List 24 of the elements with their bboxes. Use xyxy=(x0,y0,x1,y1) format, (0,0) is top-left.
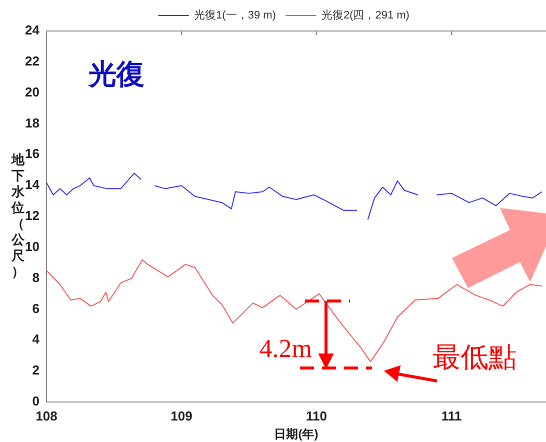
y-tick-label: 24 xyxy=(24,22,40,38)
x-tick-label: 111 xyxy=(441,408,462,424)
y-tick-label: 0 xyxy=(32,394,40,409)
y-tick-label: 8 xyxy=(32,270,40,285)
x-tick-label: 110 xyxy=(306,408,327,424)
annotation: 光復 xyxy=(86,58,144,90)
y-tick-label: 14 xyxy=(24,177,40,192)
x-axis-title: 日期(年) xyxy=(274,427,318,442)
y-tick-label: 16 xyxy=(24,146,40,162)
x-tick-label: 108 xyxy=(36,408,58,424)
y-tick-label: 18 xyxy=(24,115,40,130)
y-axis-title: 地下水位（公尺） xyxy=(10,152,26,280)
y-tick-label: 20 xyxy=(24,84,40,100)
legend-label: 光復1(一，39 m) xyxy=(194,8,276,22)
y-tick-label: 12 xyxy=(24,208,40,224)
annotation: 最低點 xyxy=(432,342,516,373)
y-tick-label: 22 xyxy=(24,53,40,68)
y-tick-label: 4 xyxy=(32,332,40,347)
annotation: 4.2m xyxy=(259,334,312,363)
x-tick-label: 109 xyxy=(170,408,192,424)
y-tick-label: 2 xyxy=(32,362,40,378)
y-tick-label: 6 xyxy=(32,300,40,316)
y-tick-label: 10 xyxy=(24,238,40,254)
legend-label: 光復2(四，291 m) xyxy=(321,8,410,22)
